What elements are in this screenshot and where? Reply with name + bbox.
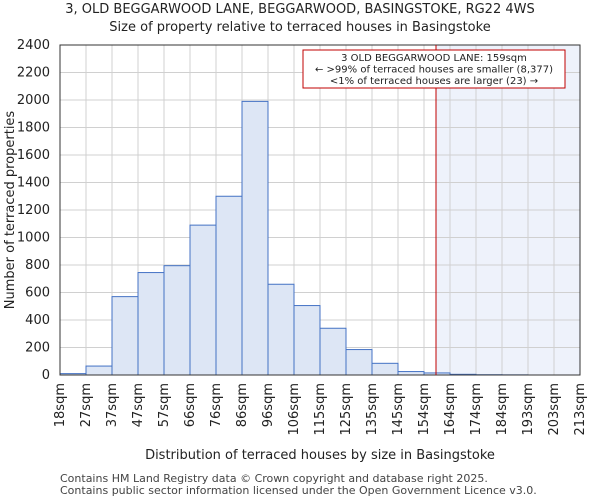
bar — [293, 305, 321, 376]
y-tick-label: 400 — [25, 313, 50, 328]
bar — [319, 327, 347, 376]
x-tick-label: 76sqm — [209, 383, 224, 427]
annotation-line: 3 OLD BEGGARWOOD LANE: 159sqm — [341, 53, 527, 64]
bar — [241, 100, 269, 376]
x-tick-label: 57sqm — [157, 383, 172, 427]
x-axis-label: Distribution of terraced houses by size … — [145, 448, 495, 463]
x-tick-label: 86sqm — [235, 383, 250, 427]
bar — [137, 272, 165, 376]
annotation-line: ← >99% of terraced houses are smaller (8… — [315, 65, 553, 76]
x-tick-label: 47sqm — [131, 383, 146, 427]
y-tick-label: 0 — [42, 368, 50, 383]
y-tick-label: 1400 — [17, 176, 50, 191]
bar — [267, 283, 295, 376]
bar — [215, 195, 243, 376]
x-tick-label: 184sqm — [495, 383, 510, 436]
annotation-box — [302, 49, 566, 89]
y-tick-label: 600 — [25, 286, 50, 301]
x-tick-label: 154sqm — [417, 383, 432, 436]
x-tick-label: 145sqm — [391, 383, 406, 436]
y-tick-label: 2400 — [17, 38, 50, 53]
x-tick-label: 193sqm — [521, 383, 536, 436]
bar — [85, 365, 113, 376]
y-tick-label: 2200 — [17, 66, 50, 81]
x-tick-label: 213sqm — [573, 383, 588, 436]
y-tick-label: 2000 — [17, 93, 50, 108]
x-tick-label: 115sqm — [313, 383, 328, 436]
bar — [163, 265, 191, 376]
bar — [189, 224, 217, 376]
x-tick-label: 27sqm — [79, 383, 94, 427]
plot-frame — [59, 44, 581, 376]
x-tick-label: 125sqm — [339, 383, 354, 436]
bar — [397, 371, 425, 376]
bar-chart: 0 200 400 600 800 1000 1200 1400 1600 1800 2000 220… — [3, 38, 588, 463]
annotation-line: <1% of terraced houses are larger (23) → — [330, 76, 538, 87]
x-tick-label: 135sqm — [365, 383, 380, 436]
x-tick-label: 66sqm — [183, 383, 198, 427]
y-tick-label: 1600 — [17, 148, 50, 163]
x-tick-label: 18sqm — [53, 383, 68, 427]
chart-subtitle: Size of property relative to terraced ho… — [109, 20, 491, 35]
bar — [371, 362, 399, 376]
y-tick-label: 1000 — [17, 231, 50, 246]
footer-attribution-2: Contains public sector information licen… — [60, 484, 537, 497]
footer-attribution-1: Contains HM Land Registry data © Crown c… — [60, 472, 488, 485]
x-tick-label: 164sqm — [443, 383, 458, 436]
x-tick-label: 203sqm — [547, 383, 562, 436]
y-tick-label: 800 — [25, 258, 50, 273]
y-tick-label: 1800 — [17, 121, 50, 136]
chart-title: 3, OLD BEGGARWOOD LANE, BEGGARWOOD, BASI… — [65, 2, 535, 17]
bar — [345, 349, 373, 376]
x-tick-label: 106sqm — [287, 383, 302, 436]
y-tick-label: 200 — [25, 341, 50, 356]
x-tick-label: 174sqm — [469, 383, 484, 436]
y-axis-label: Number of terraced properties — [3, 111, 18, 310]
y-tick-label: 1200 — [17, 203, 50, 218]
x-tick-label: 37sqm — [105, 383, 120, 427]
bar — [111, 296, 139, 376]
x-tick-label: 96sqm — [261, 383, 276, 427]
